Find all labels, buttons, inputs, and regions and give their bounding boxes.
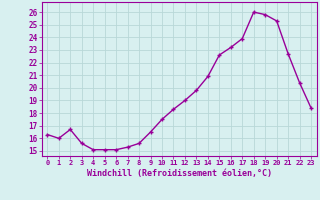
X-axis label: Windchill (Refroidissement éolien,°C): Windchill (Refroidissement éolien,°C) — [87, 169, 272, 178]
